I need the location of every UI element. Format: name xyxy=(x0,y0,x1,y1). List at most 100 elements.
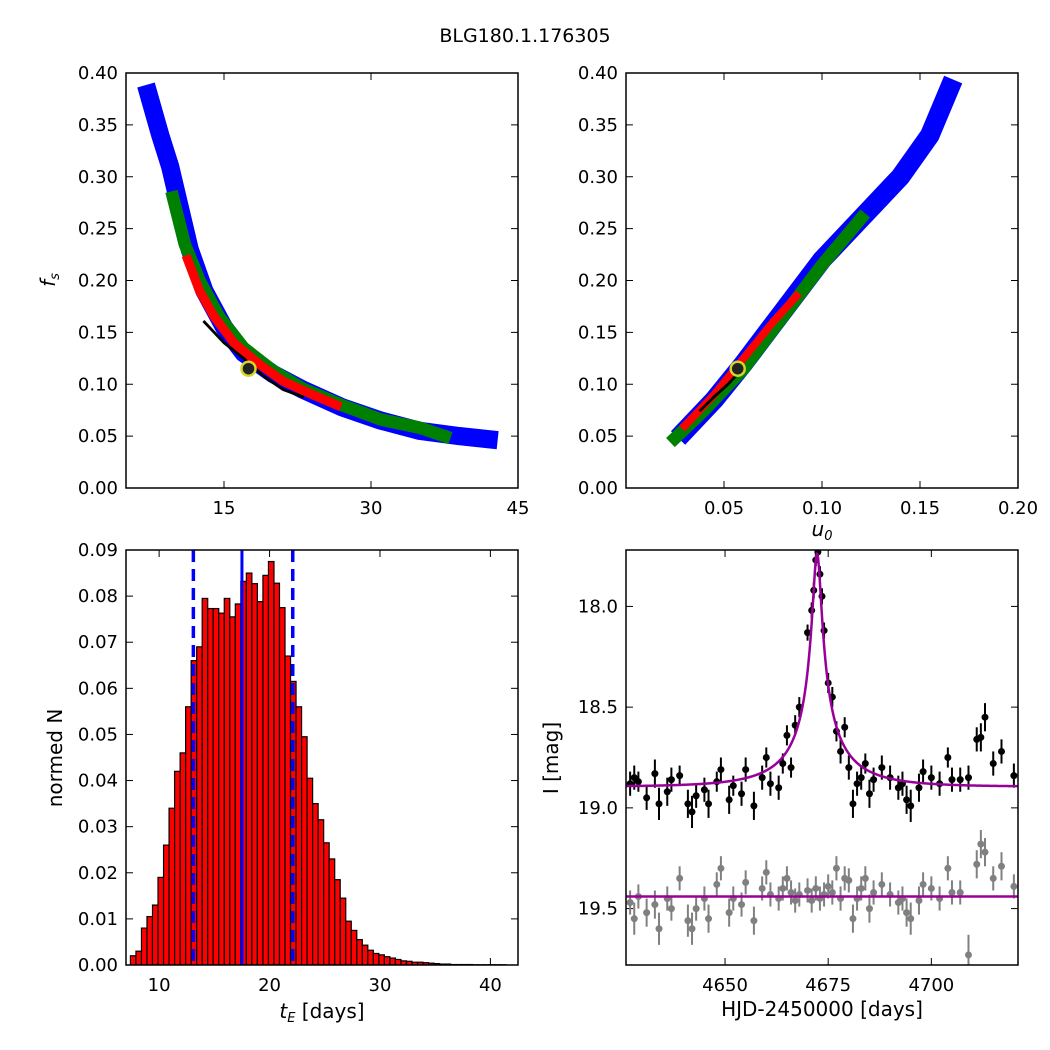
data-point xyxy=(688,808,696,816)
data2-point xyxy=(651,901,659,909)
histogram-bar xyxy=(157,876,165,965)
histogram-bar xyxy=(135,950,143,965)
data2-point xyxy=(713,880,721,888)
histogram-bar xyxy=(218,612,225,965)
data-point xyxy=(997,747,1005,755)
histogram-bar xyxy=(201,597,209,965)
histogram-bar xyxy=(179,752,187,965)
histogram-bar xyxy=(185,706,192,965)
y-tick-label: 0.09 xyxy=(78,540,118,561)
y-tick-label: 0.25 xyxy=(78,219,118,240)
y-tick-label: 0.07 xyxy=(78,632,118,653)
x-tick-label: 0.20 xyxy=(998,498,1038,519)
histogram-bar xyxy=(367,949,374,965)
data-point xyxy=(634,778,642,786)
y-tick-label: 0.10 xyxy=(578,374,618,395)
data2-point xyxy=(977,840,985,848)
data-point xyxy=(676,772,684,780)
histogram-bar xyxy=(229,616,236,965)
histogram-bar xyxy=(383,956,391,965)
data2-point xyxy=(824,882,832,890)
data2-point xyxy=(705,915,713,923)
y-tick-label: 0.05 xyxy=(78,724,118,745)
confidence-region xyxy=(698,369,742,413)
y-tick-label: 0.02 xyxy=(78,863,118,884)
data2-point xyxy=(643,909,651,917)
data2-point xyxy=(927,884,935,892)
data2-point xyxy=(973,860,981,868)
histogram-bar xyxy=(207,607,214,965)
histogram-bar xyxy=(317,819,325,965)
axes-frame xyxy=(125,549,519,966)
data2-point xyxy=(865,905,873,913)
density-map xyxy=(666,75,963,448)
data2-point xyxy=(997,862,1005,870)
data2-point xyxy=(626,899,634,907)
data2-point xyxy=(783,874,791,882)
histogram-bar xyxy=(350,929,358,965)
data-point xyxy=(705,800,713,808)
data-point xyxy=(981,713,989,721)
histogram-bar xyxy=(212,607,220,965)
data2-point xyxy=(989,874,997,882)
data2-point xyxy=(738,901,746,909)
y-tick-label: 19.5 xyxy=(578,899,618,920)
data-point xyxy=(742,766,750,774)
data2-point xyxy=(956,888,964,896)
histogram-bar xyxy=(234,603,242,965)
histogram-bar xyxy=(389,957,397,965)
y-tick-label: 0.35 xyxy=(578,115,618,136)
histogram-bar xyxy=(262,574,270,965)
data2-point xyxy=(655,925,663,933)
data-point xyxy=(692,792,700,800)
y-tick-label: 0.30 xyxy=(78,167,118,188)
y-tick-label: 19.0 xyxy=(578,798,618,819)
y-tick-label: 0.40 xyxy=(578,63,618,84)
panel-tE-histogram: 10 20 30 40 0.00 0.01 0.02 0.03 0.04 0.05 0.06 0.07… xyxy=(78,540,519,996)
data2-point xyxy=(667,905,675,913)
y-tick-label: 0.08 xyxy=(78,586,118,607)
data-point xyxy=(878,764,886,772)
histogram-bar xyxy=(345,920,352,965)
data2-point xyxy=(845,876,853,884)
data-point xyxy=(700,786,708,794)
data2-point xyxy=(742,878,750,886)
data2-point xyxy=(828,888,836,896)
data-point xyxy=(989,760,997,768)
data-point xyxy=(783,731,791,739)
data2-point xyxy=(808,897,816,905)
axes-frame xyxy=(625,72,1019,489)
histogram-bar xyxy=(196,646,203,965)
histogram-bar xyxy=(173,770,181,965)
histogram-bar xyxy=(300,736,308,965)
data2-point xyxy=(832,864,840,872)
data-point xyxy=(775,784,783,792)
data-point xyxy=(870,776,878,784)
data-point xyxy=(915,784,923,792)
data-point xyxy=(927,774,935,782)
data2-point xyxy=(1010,882,1018,890)
data2-point xyxy=(688,925,696,933)
data2-point xyxy=(861,874,869,882)
data-point xyxy=(717,766,725,774)
panel-fs-vs-tE: 15 30 45 0.00 0.05 0.10 0.15 0.20 0.25 0.30 0.35 0.… xyxy=(78,63,530,519)
x-tick-label: 4675 xyxy=(805,975,851,996)
y-tick-label: 0.00 xyxy=(78,478,118,499)
x-tick-label: 10 xyxy=(148,975,171,996)
histogram-bar xyxy=(306,777,314,965)
data2-point xyxy=(849,915,857,923)
light-curve-plot xyxy=(626,550,1018,965)
histogram-bar xyxy=(251,583,259,965)
y-tick-label: 0.05 xyxy=(78,426,118,447)
confidence-region xyxy=(181,253,343,411)
data-point xyxy=(651,770,659,778)
data-point xyxy=(845,764,853,772)
x-tick-label: 40 xyxy=(479,975,502,996)
histogram-bar xyxy=(356,939,363,965)
data-point xyxy=(663,788,671,796)
x-tick-label: 20 xyxy=(258,975,281,996)
y-tick-label: 0.15 xyxy=(578,322,618,343)
y-tick-label: 18.0 xyxy=(578,596,618,617)
data2-point xyxy=(870,888,878,896)
